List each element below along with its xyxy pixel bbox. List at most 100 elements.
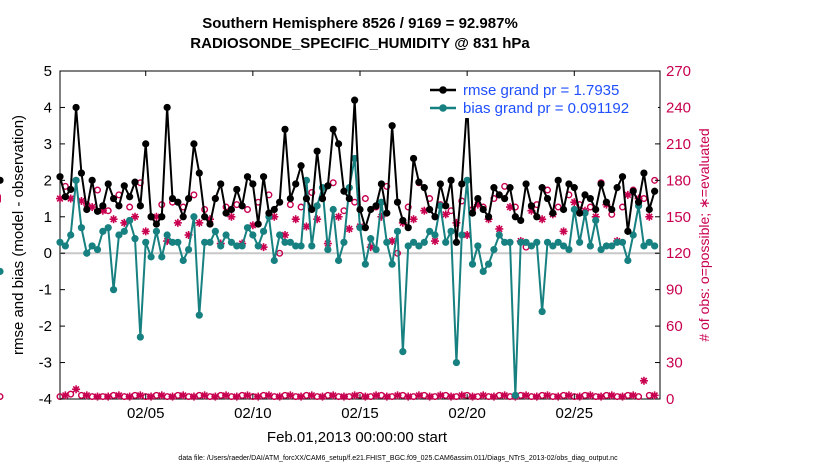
evaluated-obs-marker — [468, 392, 477, 401]
bias-point — [227, 238, 236, 246]
evaluated-obs-marker — [189, 392, 198, 401]
bias-point — [83, 249, 91, 257]
rmse-point — [340, 187, 348, 195]
series-layer — [0, 96, 659, 401]
evaluated-obs-stroke — [608, 391, 616, 399]
evaluated-obs-stroke — [629, 391, 637, 399]
evaluated-obs-stroke — [640, 377, 648, 385]
y2-tick-label: 0 — [666, 391, 674, 408]
bias-point — [420, 238, 428, 246]
bias-point — [195, 311, 203, 319]
evaluated-obs-stroke — [506, 203, 514, 211]
rmse-point — [313, 147, 321, 155]
y-tick-label: -3 — [39, 355, 52, 372]
y2-tick-label: 270 — [666, 63, 691, 80]
evaluated-obs-stroke — [147, 393, 155, 400]
rmse-point — [249, 180, 257, 188]
evaluated-obs-stroke — [619, 393, 626, 400]
x-tick-label: 02/20 — [448, 405, 486, 422]
evaluated-obs-stroke — [624, 191, 632, 199]
rmse-point — [131, 178, 139, 186]
possible-obs-marker — [67, 390, 75, 398]
evaluated-obs-stroke — [651, 391, 659, 399]
evaluated-obs-marker — [629, 391, 638, 400]
evaluated-obs-marker — [372, 391, 381, 400]
bias-point — [517, 238, 525, 246]
rmse-point — [490, 184, 498, 192]
bias-point — [238, 242, 246, 250]
evaluated-obs-marker — [168, 392, 177, 401]
bias-point — [276, 231, 284, 239]
evaluated-obs-marker — [329, 391, 338, 400]
rmse-point — [158, 213, 166, 221]
evaluated-obs-marker — [650, 391, 659, 400]
evaluated-obs-marker — [281, 231, 289, 239]
bias-point — [522, 238, 530, 246]
evaluated-obs-marker — [109, 215, 118, 224]
evaluated-obs-marker — [597, 392, 606, 401]
rmse-point — [501, 194, 509, 203]
evaluated-obs-marker — [291, 215, 300, 224]
bias-point — [484, 260, 493, 268]
rmse-point — [109, 194, 118, 203]
rmse-point — [522, 180, 530, 188]
evaluated-obs-marker — [147, 392, 156, 401]
rmse-point — [56, 173, 64, 181]
rmse-point — [570, 184, 578, 192]
possible-obs-marker — [404, 203, 412, 211]
evaluated-obs-stroke — [479, 391, 487, 399]
possible-obs-marker — [276, 249, 284, 257]
rmse-point — [222, 209, 230, 217]
evaluated-obs-stroke — [153, 213, 160, 221]
x-tick-label: 02/15 — [341, 405, 379, 422]
bias-point — [602, 242, 611, 250]
evaluated-obs-marker — [404, 392, 413, 401]
bias-point — [651, 242, 659, 250]
rmse-point — [104, 180, 112, 188]
rmse-point — [565, 180, 573, 188]
evaluated-obs-stroke — [72, 385, 80, 393]
bias-point — [452, 358, 461, 367]
bias-point — [254, 242, 262, 250]
evaluated-obs-marker — [179, 391, 188, 400]
evaluated-obs-stroke — [463, 231, 471, 239]
evaluated-obs-marker — [564, 391, 573, 400]
rmse-point — [377, 180, 386, 188]
evaluated-obs-stroke — [383, 393, 391, 400]
evaluated-obs-marker — [639, 376, 648, 385]
evaluated-obs-stroke — [233, 393, 241, 400]
evaluated-obs-marker — [82, 391, 91, 400]
x-axis-label: Feb.01,2013 00:00:00 start — [267, 429, 448, 446]
evaluated-obs-stroke — [335, 213, 342, 221]
bias-point — [206, 238, 214, 246]
evaluated-obs-stroke — [270, 213, 278, 221]
rmse-point — [426, 205, 434, 214]
rmse-point — [447, 176, 455, 184]
bias-point — [624, 256, 632, 265]
evaluated-obs-marker — [500, 391, 509, 400]
evaluated-obs-marker — [414, 391, 423, 400]
plot-area: -4 -3 -2 -1 0 1 2 3 4 5 0 30 60 90 120 150 180 210 240 270 0… — [0, 63, 691, 422]
bias-point — [431, 231, 439, 239]
bias-point — [356, 224, 364, 232]
bias-point — [158, 253, 166, 261]
bias-point — [190, 213, 198, 221]
bias-point — [592, 216, 600, 225]
rmse-point — [72, 103, 80, 112]
evaluated-obs-stroke — [597, 393, 605, 400]
rmse-point — [597, 180, 605, 188]
evaluated-obs-marker — [297, 392, 306, 401]
rmse-point — [576, 209, 584, 217]
evaluated-obs-stroke — [447, 393, 455, 400]
evaluated-obs-stroke — [254, 393, 262, 400]
rmse-point — [629, 187, 637, 195]
bias-point — [324, 245, 332, 254]
bias-point — [334, 256, 343, 265]
rmse-point — [206, 220, 214, 228]
rmse-point — [474, 194, 482, 203]
bias-point — [99, 227, 107, 235]
rmse-point — [83, 205, 91, 214]
rmse-point — [195, 169, 203, 177]
bias-point — [109, 286, 118, 294]
rmse-point — [233, 185, 241, 194]
